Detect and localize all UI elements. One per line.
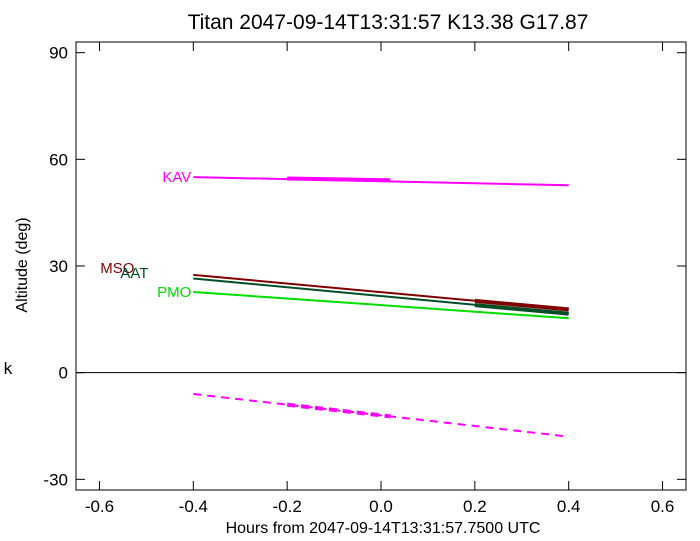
series-highlight-aat: [474, 303, 569, 316]
x-tick-label: 0.2: [463, 497, 487, 516]
plot-frame: [75, 41, 687, 491]
x-tick-label: 0.6: [651, 497, 675, 516]
x-tick-label: 0.0: [369, 497, 393, 516]
y-tick-label: 30: [49, 257, 68, 276]
series-label-mso: MSO: [100, 260, 134, 277]
plot-area: [75, 41, 687, 491]
y-axis: -30 0 30 60 90: [43, 44, 686, 489]
y-tick-label: 90: [49, 44, 68, 63]
chart-title: Titan 2047-09-14T13:31:57 K13.38 G17.87: [188, 11, 589, 34]
y-tick-label: 60: [49, 150, 68, 169]
x-tick-label: -0.6: [85, 497, 114, 516]
side-mark: k: [3, 359, 13, 378]
y-tick-label: -30: [43, 470, 68, 489]
series-highlight-mso: [474, 298, 569, 312]
series-line-pmo: [193, 290, 569, 320]
y-axis-label: Altitude (deg): [14, 217, 31, 312]
series-label-kav: KAV: [162, 169, 191, 186]
series-highlight-unlabeled-4: [286, 402, 391, 419]
series-line-unlabeled-4: [193, 393, 569, 438]
x-tick-label: 0.4: [557, 497, 581, 516]
y-tick-label: 0: [59, 364, 68, 383]
series-label-pmo: PMO: [157, 284, 191, 301]
series-highlight-kav: [287, 176, 391, 183]
x-tick-label: -0.2: [273, 497, 302, 516]
series-label-aat: AAT: [120, 265, 148, 282]
x-axis-label: Hours from 2047-09-14T13:31:57.7500 UTC: [226, 520, 541, 537]
x-tick-label: -0.4: [179, 497, 208, 516]
x-axis: -0.6 -0.4 -0.2 0.0 0.2 0.4 0.6: [85, 42, 675, 516]
